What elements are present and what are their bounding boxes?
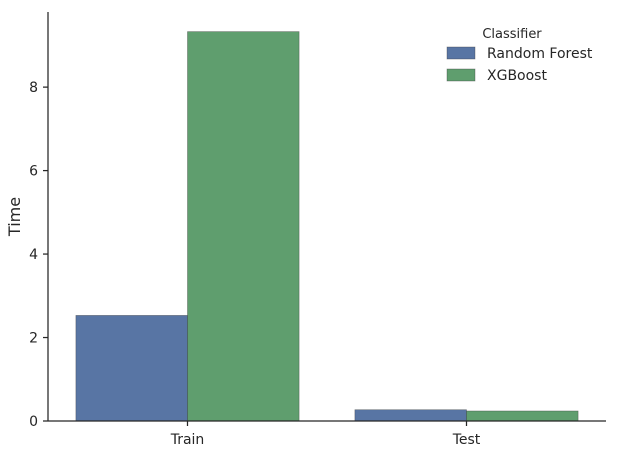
x-ticks-group: Train Test xyxy=(170,421,481,448)
legend-swatch xyxy=(446,68,476,82)
y-tick-label: 0 xyxy=(29,414,38,430)
legend: Classifier Random Forest XGBoost xyxy=(446,27,593,84)
legend-label: Random Forest xyxy=(487,46,593,62)
x-tick-label: Train xyxy=(170,432,205,448)
legend-label: XGBoost xyxy=(487,68,547,84)
legend-title: Classifier xyxy=(482,27,542,42)
bar-xgboost-train xyxy=(187,31,300,422)
y-tick-label: 6 xyxy=(29,164,38,180)
y-tick-label: 8 xyxy=(29,80,38,96)
legend-swatch xyxy=(446,46,476,60)
bars-group xyxy=(75,31,579,422)
bar-random-forest-train xyxy=(75,315,188,422)
x-tick-label: Test xyxy=(452,432,481,448)
y-ticks-group: 0 2 4 6 8 xyxy=(29,80,48,430)
bar-xgboost-test xyxy=(466,410,579,422)
y-tick-label: 4 xyxy=(29,247,38,263)
bar-random-forest-test xyxy=(354,409,467,422)
y-axis-label: Time xyxy=(5,197,24,237)
y-tick-label: 2 xyxy=(29,331,38,347)
